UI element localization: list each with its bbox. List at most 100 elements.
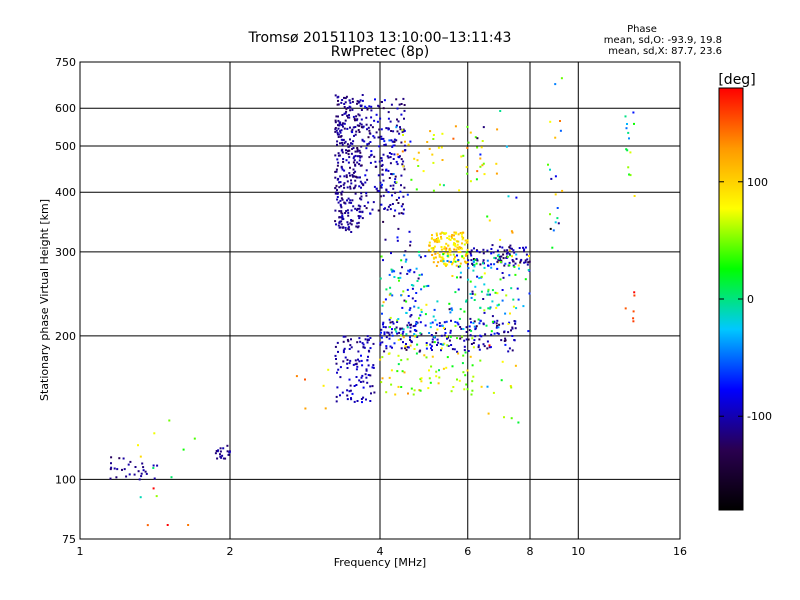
data-point: [356, 176, 359, 179]
data-point: [378, 105, 381, 108]
data-point: [399, 272, 402, 275]
data-point: [382, 220, 385, 223]
data-point: [346, 358, 349, 361]
data-point: [445, 320, 448, 323]
data-point: [412, 325, 415, 328]
data-point: [434, 252, 437, 255]
data-point: [182, 448, 185, 451]
data-point: [503, 331, 506, 334]
data-point: [360, 123, 363, 126]
data-point: [446, 252, 449, 255]
data-point: [431, 250, 434, 253]
data-point: [452, 386, 455, 388]
data-point: [425, 356, 428, 359]
data-point: [355, 384, 358, 386]
data-point: [461, 247, 464, 250]
data-point: [387, 117, 390, 120]
data-point: [413, 348, 416, 350]
data-point: [510, 386, 513, 389]
data-point: [483, 311, 486, 314]
data-point: [402, 165, 405, 168]
data-point: [369, 124, 372, 127]
data-point: [344, 335, 347, 338]
data-point: [383, 99, 386, 102]
data-point: [627, 166, 630, 169]
data-point: [390, 268, 393, 271]
data-point: [474, 335, 477, 338]
data-point: [355, 119, 358, 122]
data-point: [454, 255, 457, 258]
data-point: [456, 254, 458, 257]
data-point: [400, 158, 403, 161]
data-point: [352, 157, 355, 160]
data-point: [408, 230, 411, 233]
data-point: [141, 462, 144, 465]
data-point: [360, 359, 363, 362]
data-point: [624, 307, 627, 310]
data-point: [415, 321, 418, 323]
data-point: [400, 184, 402, 187]
data-point: [440, 146, 443, 149]
data-point: [351, 131, 354, 134]
data-point: [494, 291, 497, 294]
data-point: [397, 202, 400, 204]
data-point: [505, 252, 508, 255]
data-point: [156, 464, 159, 467]
data-point: [394, 175, 397, 178]
data-point: [344, 101, 347, 104]
data-point: [362, 343, 365, 346]
data-point: [495, 172, 498, 175]
data-point: [369, 347, 372, 350]
data-point: [349, 389, 352, 392]
data-point: [633, 195, 636, 197]
data-point: [440, 246, 443, 248]
data-point: [496, 304, 499, 307]
data-point: [335, 170, 338, 173]
data-point: [431, 338, 434, 341]
data-point: [358, 149, 361, 152]
data-point: [524, 259, 527, 262]
data-point: [343, 182, 346, 185]
data-point: [369, 400, 372, 402]
data-point: [512, 305, 515, 308]
data-point: [514, 364, 517, 367]
data-point: [388, 376, 391, 379]
data-point: [397, 120, 400, 123]
data-point: [510, 417, 513, 420]
data-point: [356, 102, 358, 105]
data-point: [334, 176, 337, 179]
data-point: [402, 195, 405, 198]
data-point: [381, 356, 384, 359]
data-point: [396, 319, 399, 322]
data-point: [335, 115, 338, 118]
data-point: [361, 210, 364, 213]
data-point: [153, 477, 156, 480]
data-point: [485, 324, 488, 327]
data-point: [385, 345, 388, 348]
data-point: [380, 186, 383, 189]
data-point: [510, 247, 513, 250]
data-point: [395, 98, 398, 101]
data-point: [513, 251, 516, 254]
data-point: [451, 309, 454, 312]
data-point: [346, 338, 349, 341]
data-point: [387, 156, 390, 159]
data-point: [513, 265, 516, 268]
data-point: [409, 315, 412, 318]
data-point: [340, 197, 343, 200]
data-point: [432, 238, 435, 241]
data-point: [367, 349, 370, 352]
data-point: [352, 187, 355, 190]
data-point: [341, 216, 344, 219]
data-point: [407, 295, 410, 297]
data-point: [507, 350, 510, 353]
data-point: [432, 189, 435, 192]
data-point: [337, 201, 340, 204]
data-point: [346, 186, 349, 189]
data-point: [391, 140, 394, 143]
data-point: [134, 466, 137, 468]
data-point: [438, 253, 441, 256]
data-point: [510, 287, 513, 290]
data-point: [497, 332, 500, 335]
data-point: [383, 144, 386, 146]
